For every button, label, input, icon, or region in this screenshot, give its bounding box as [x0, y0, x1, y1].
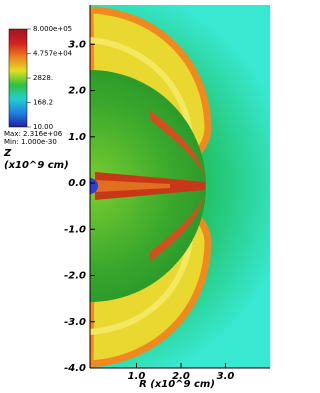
x-label: R (x10^9 cm) [139, 379, 215, 390]
colorbar [8, 28, 28, 128]
colorbar-label: 10.00 [33, 123, 53, 131]
y-tick-label: -1.0 [64, 224, 86, 235]
y-tick-label: -4.0 [64, 363, 86, 374]
y-tick-label: 2.0 [68, 86, 86, 97]
max-text: Max: 2.316e+06 [4, 130, 63, 138]
colorbar-label: 2828. [33, 74, 53, 82]
x-tick-label: 1.0 [128, 371, 146, 382]
min-text: Min: 1.000e-30 [4, 138, 57, 146]
field [90, 5, 270, 368]
y-tick-label: 0.0 [68, 178, 86, 189]
rim [150, 110, 205, 262]
y-label: (x10^9 cm) [4, 160, 69, 171]
shell [90, 37, 193, 335]
x-tick-label: 3.0 [217, 371, 235, 382]
y-tick-label: -3.0 [64, 317, 86, 328]
y-tick-label: 3.0 [68, 39, 86, 50]
chart: Max: 2.316e+06 Min: 1.000e-30 Z (x10^9 c… [3, 5, 270, 390]
x-tick-label: 2.0 [172, 371, 190, 382]
core [90, 178, 98, 194]
colorbar-label: 8.000e+05 [33, 25, 72, 33]
colorbar-label: 4.757e+04 [33, 49, 73, 57]
y-label: Z [3, 148, 12, 159]
y-tick-label: -2.0 [64, 271, 86, 282]
colorbar-label: 168.2 [33, 98, 53, 106]
y-tick-label: 1.0 [68, 132, 86, 143]
jet-core [95, 180, 170, 192]
